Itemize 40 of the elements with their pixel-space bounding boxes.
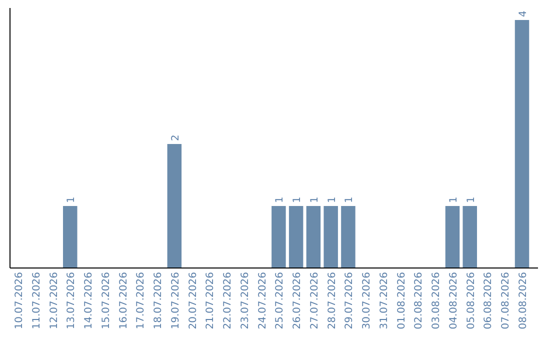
x-tick-label: 23.07.2026 <box>240 272 251 330</box>
x-tick-label: 14.07.2026 <box>84 272 95 330</box>
data-label: 1 <box>326 196 338 203</box>
x-tick-label: 13.07.2026 <box>66 272 78 330</box>
x-tick-label: 12.07.2026 <box>48 272 60 330</box>
x-tick-label: 16.07.2026 <box>118 272 130 330</box>
data-label: 1 <box>274 196 286 203</box>
data-label: 1 <box>309 196 320 203</box>
x-tick-label: 01.08.2026 <box>396 272 408 330</box>
x-tick-label: 31.07.2026 <box>378 272 390 330</box>
data-label: 1 <box>466 196 477 203</box>
x-tick-label: 11.07.2026 <box>31 272 42 330</box>
x-tick-label: 19.07.2026 <box>170 272 182 330</box>
x-tick-label: 21.07.2026 <box>205 272 216 330</box>
data-label: 1 <box>448 196 460 203</box>
x-tick-label: 18.07.2026 <box>153 272 164 330</box>
x-tick-label: 07.08.2026 <box>500 272 512 330</box>
x-tick-label: 02.08.2026 <box>414 272 425 330</box>
x-tick-label: 24.07.2026 <box>257 272 268 330</box>
data-label: 1 <box>292 196 304 203</box>
x-tick-label: 29.07.2026 <box>344 272 356 330</box>
x-tick-label: 28.07.2026 <box>326 272 338 330</box>
x-tick-label: 26.07.2026 <box>292 272 304 330</box>
x-tick-label: 05.08.2026 <box>466 272 477 330</box>
x-tick-label: 25.07.2026 <box>274 272 286 330</box>
data-label: 2 <box>170 134 182 141</box>
x-tick-label: 06.08.2026 <box>483 272 494 330</box>
data-label: 1 <box>66 196 78 203</box>
x-tick-label: 03.08.2026 <box>431 272 442 330</box>
x-tick-label: 30.07.2026 <box>362 272 373 330</box>
data-label: 1 <box>344 196 356 203</box>
x-tick-label: 17.07.2026 <box>136 272 147 330</box>
x-tick-label: 08.08.2026 <box>518 272 530 330</box>
data-label: 4 <box>518 10 530 17</box>
x-tick-label: 20.07.2026 <box>188 272 199 330</box>
x-tick-label: 22.07.2026 <box>222 272 234 330</box>
x-tick-label: 04.08.2026 <box>448 272 460 330</box>
x-tick-label: 15.07.2026 <box>100 272 112 330</box>
x-tick-label: 27.07.2026 <box>309 272 320 330</box>
x-tick-label: 10.07.2026 <box>14 272 25 330</box>
